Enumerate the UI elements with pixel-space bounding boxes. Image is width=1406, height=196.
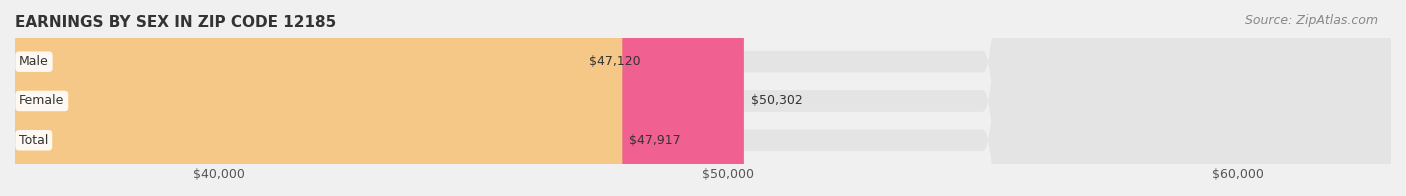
Text: $47,120: $47,120 — [589, 55, 640, 68]
Text: $47,917: $47,917 — [630, 134, 681, 147]
FancyBboxPatch shape — [15, 0, 582, 196]
FancyBboxPatch shape — [15, 0, 623, 196]
Text: Total: Total — [20, 134, 48, 147]
Text: Male: Male — [20, 55, 49, 68]
FancyBboxPatch shape — [15, 0, 1391, 196]
FancyBboxPatch shape — [15, 0, 1391, 196]
Text: EARNINGS BY SEX IN ZIP CODE 12185: EARNINGS BY SEX IN ZIP CODE 12185 — [15, 15, 336, 30]
Text: Source: ZipAtlas.com: Source: ZipAtlas.com — [1244, 14, 1378, 27]
Text: Female: Female — [20, 94, 65, 107]
Text: $50,302: $50,302 — [751, 94, 803, 107]
FancyBboxPatch shape — [15, 0, 1391, 196]
FancyBboxPatch shape — [15, 0, 744, 196]
